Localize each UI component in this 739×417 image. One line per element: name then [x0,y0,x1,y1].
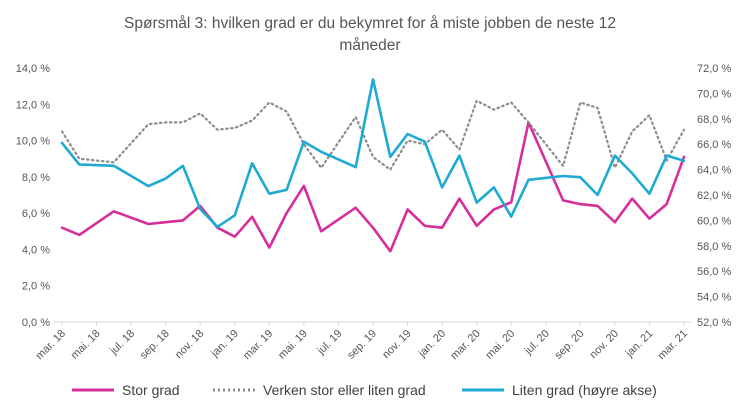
x-tick-label: mai. 18 [69,328,103,362]
x-tick-label: jul. 18 [107,328,137,358]
x-tick-label: mar. 20 [448,328,482,362]
chart-title-line-2: måneder [339,37,400,54]
series-line-stor-grad [60,121,686,253]
chart-title-line-1: Spørsmål 3: hvilken grad er du bekymret … [124,15,616,32]
x-axis: mar. 18 mai. 18 jul. 18 sep. 18 nov. 18 jan. … [34,322,690,362]
x-tick-label: mar. 21 [656,328,690,362]
left-y-tick-label: 6,0 % [22,208,50,220]
x-tick-label: mar. 19 [241,328,275,362]
x-tick-label: nov. 20 [588,328,621,361]
x-tick-label: nov. 18 [173,328,206,361]
legend-item-liten-grad: Liten grad (høyre akse) [462,382,657,398]
x-tick-label: jan. 19 [208,328,241,361]
left-y-tick-label: 0,0 % [22,317,50,329]
x-tick-label: jan. 20 [416,328,449,361]
x-tick-label: jul. 19 [315,328,345,358]
right-y-tick-label: 58,0 % [697,241,731,253]
legend-label-stor-grad: Stor grad [122,382,180,398]
right-y-tick-label: 72,0 % [697,63,731,75]
right-y-tick-label: 62,0 % [697,190,731,202]
right-y-tick-label: 66,0 % [697,139,731,151]
right-y-tick-label: 64,0 % [697,165,731,177]
series-line-liten-grad [60,78,686,229]
right-y-tick-label: 52,0 % [697,317,731,329]
x-tick-label: sep. 19 [345,328,379,362]
left-y-tick-label: 2,0 % [22,281,50,293]
legend-label-verken: Verken stor eller liten grad [263,382,426,398]
x-tick-label: mai. 19 [276,328,310,362]
legend: Stor grad Verken stor eller liten grad L… [72,382,657,398]
x-tick-label: jul. 20 [522,328,552,358]
left-y-tick-label: 4,0 % [22,244,50,256]
left-y-axis: 0,0 % 2,0 % 4,0 % 6,0 % 8,0 % 10,0 % 12,0 % 14,… [16,63,50,329]
x-tick-label: nov. 19 [380,328,413,361]
right-y-tick-label: 70,0 % [697,88,731,100]
left-y-tick-label: 12,0 % [16,99,50,111]
right-y-tick-label: 68,0 % [697,114,731,126]
legend-item-verken: Verken stor eller liten grad [213,382,426,398]
legend-label-liten-grad: Liten grad (høyre akse) [512,382,657,398]
right-y-tick-label: 56,0 % [697,266,731,278]
x-tick-label: mar. 18 [34,328,68,362]
series-line-verken [60,99,686,171]
left-y-tick-label: 14,0 % [16,63,50,75]
series-layer [60,78,686,253]
right-y-axis: 52,0 % 54,0 % 56,0 % 58,0 % 60,0 % 62,0 % 64,0… [697,63,731,329]
x-tick-label: sep. 18 [138,328,172,362]
legend-item-stor-grad: Stor grad [72,382,180,398]
x-tick-label: sep. 20 [552,328,586,362]
right-y-tick-label: 54,0 % [697,292,731,304]
x-tick-label: jan. 21 [623,328,656,361]
left-y-tick-label: 10,0 % [16,136,50,148]
x-tick-label: mai. 20 [483,328,517,362]
left-y-tick-label: 8,0 % [22,172,50,184]
right-y-tick-label: 60,0 % [697,215,731,227]
